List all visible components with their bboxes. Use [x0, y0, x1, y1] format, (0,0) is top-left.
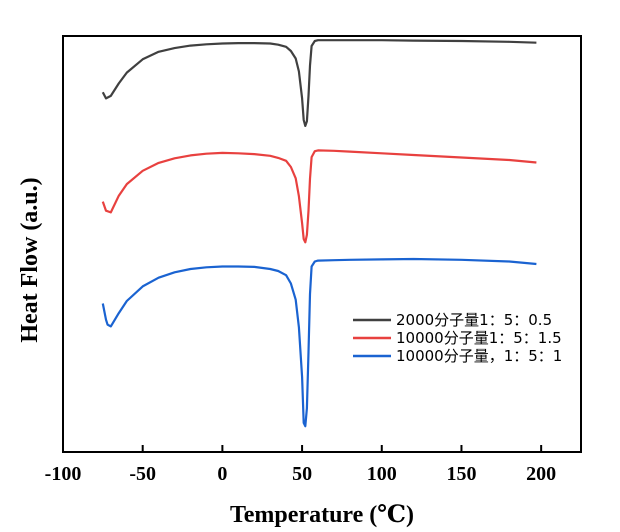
x-axis-ticks: -100 -50 0 50 100 150 200 [45, 445, 556, 485]
series-line-1 [101, 39, 537, 127]
legend-label-2: 10000分子量1：5：1.5 [396, 329, 562, 347]
x-tick-label: 200 [526, 463, 556, 485]
series-line-3 [101, 257, 537, 428]
x-axis-title: Temperature (℃) [230, 502, 414, 528]
series-layer [101, 39, 537, 428]
x-tick-label: -100 [45, 463, 82, 485]
x-tick-label: 150 [446, 463, 476, 485]
plot-frame [62, 35, 582, 453]
x-tick-label: 50 [292, 463, 312, 485]
series-line-2 [101, 149, 537, 244]
x-tick-label: 0 [217, 463, 227, 485]
legend-label-1: 2000分子量1：5：0.5 [396, 311, 552, 329]
x-tick-label: -50 [129, 463, 156, 485]
x-tick-label: 100 [367, 463, 397, 485]
y-axis-title: Heat Flow (a.u.) [17, 177, 43, 342]
legend: 2000分子量1：5：0.510000分子量1：5：1.510000分子量，1：… [353, 311, 562, 365]
legend-label-3: 10000分子量，1：5：1 [396, 347, 562, 365]
